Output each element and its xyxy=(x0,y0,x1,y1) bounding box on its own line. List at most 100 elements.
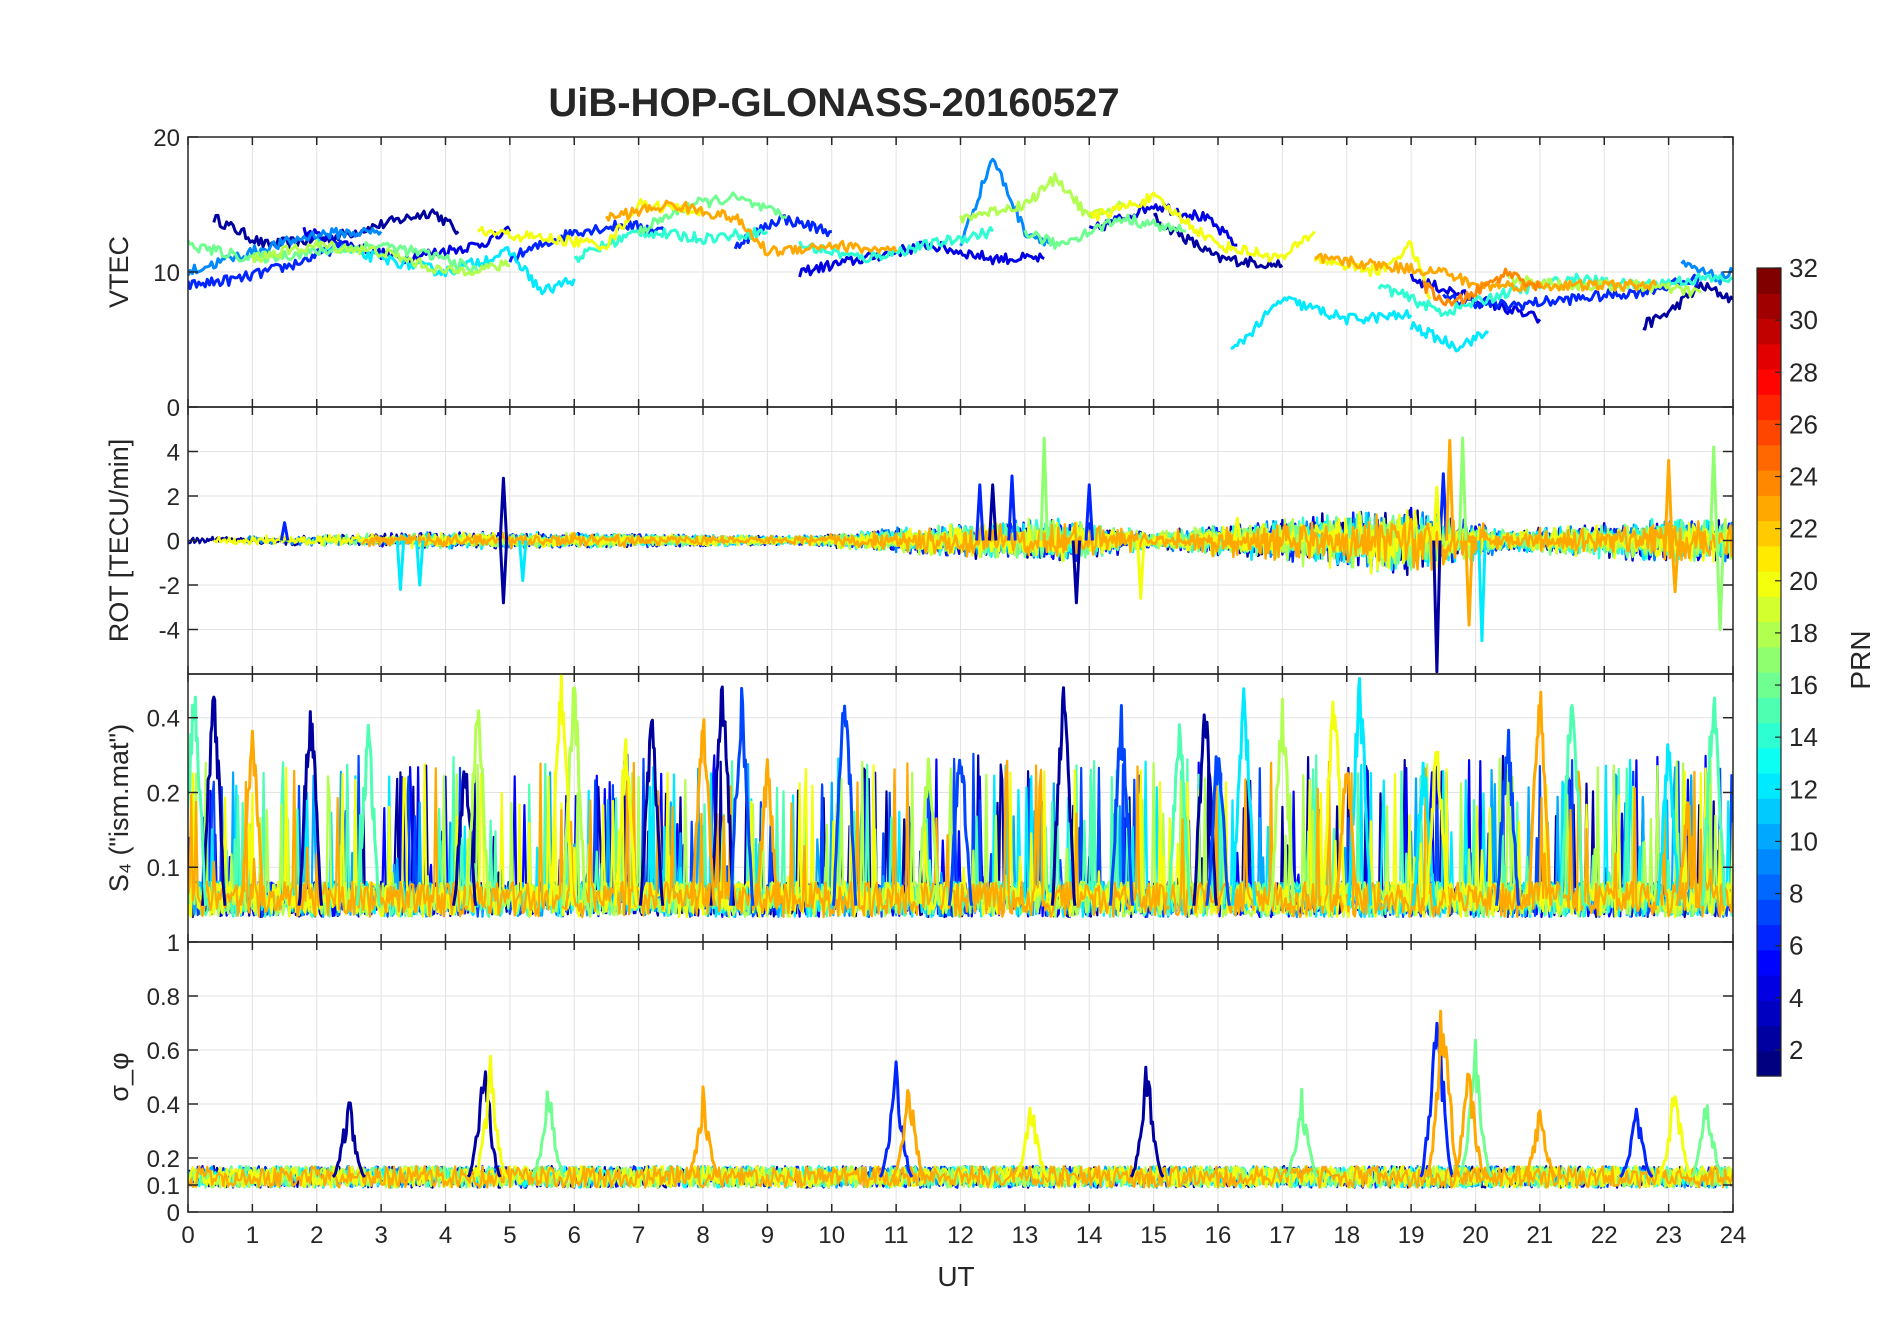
data-vtec xyxy=(188,157,1733,353)
colorbar-cell xyxy=(1757,646,1781,673)
peak-prn-6 xyxy=(1619,1107,1654,1178)
colorbar-tick-label: 32 xyxy=(1789,253,1818,283)
y-tick-label: 0.1 xyxy=(147,855,180,882)
y-tick-label: 0.6 xyxy=(147,1038,180,1065)
spike-prn-2 xyxy=(1432,540,1442,674)
y-tick-label: 20 xyxy=(153,125,180,152)
colorbar-cell xyxy=(1757,419,1781,446)
peak-prn-23 xyxy=(690,718,716,906)
colorbar-cell xyxy=(1757,596,1781,623)
panel-sigma_phi: 00.10.20.40.60.810 1 2 3 4 5 6 7 8 9 10 11 12 13 14 15 1… xyxy=(104,930,1746,1249)
y-tick-label: 10 xyxy=(153,260,180,287)
colorbar-cell xyxy=(1757,975,1781,1001)
peak-prn-20 xyxy=(473,1054,508,1178)
spike-prn-23 xyxy=(1445,438,1455,541)
spike-prn-12 xyxy=(415,540,425,587)
colorbar-cell xyxy=(1757,697,1781,724)
peak-prn-6 xyxy=(1419,1021,1455,1178)
peak-prn-18 xyxy=(1269,697,1296,906)
colorbar-cell xyxy=(1757,545,1781,572)
spike-prn-20 xyxy=(1136,540,1146,600)
colorbar-cell xyxy=(1757,470,1781,496)
series-line-prn-20 xyxy=(188,763,1733,919)
peak-prn-23 xyxy=(1522,1109,1557,1179)
y-tick-label: -4 xyxy=(159,618,180,645)
peak-prn-15 xyxy=(188,695,208,906)
x-tick-label: 1 xyxy=(246,1222,259,1249)
peak-prn-2 xyxy=(201,695,227,906)
peak-prn-7 xyxy=(1108,704,1135,906)
x-tick-label: 16 xyxy=(1205,1222,1232,1249)
colorbar-tick-label: 24 xyxy=(1789,462,1818,492)
spike-prn-12 xyxy=(1477,540,1487,643)
colorbar-cell xyxy=(1757,1025,1781,1052)
peak-prn-18 xyxy=(561,686,587,906)
colorbar-cell xyxy=(1757,798,1781,825)
x-tick-label: 24 xyxy=(1720,1222,1747,1249)
peak-prn-7 xyxy=(947,758,974,906)
data-s4 xyxy=(188,674,1733,919)
x-tick-label: 3 xyxy=(374,1222,387,1249)
spike-prn-2 xyxy=(498,476,509,541)
y-axis-label-sigma_phi: σ_φ xyxy=(104,1052,134,1101)
peak-prn-23 xyxy=(891,1089,927,1178)
panel-rot: -4 -2 0 2 4 ROT [TECU/min] xyxy=(104,406,1734,675)
data-rot xyxy=(188,436,1733,674)
colorbar-cell xyxy=(1757,343,1781,370)
peak-prn-23 xyxy=(1451,1072,1487,1178)
colorbar-tick-label: 12 xyxy=(1789,774,1818,804)
series-line-prn-14 xyxy=(573,226,769,264)
colorbar-cell xyxy=(1757,1050,1781,1077)
peak-prn-16 xyxy=(531,1090,566,1178)
spike-prn-12 xyxy=(518,540,528,583)
peak-prn-7 xyxy=(1205,755,1231,906)
series-line-prn-2 xyxy=(1642,281,1733,331)
y-tick-label: 0.1 xyxy=(147,1173,180,1200)
colorbar-tick-label: 8 xyxy=(1789,879,1803,909)
spike-prn-23 xyxy=(1670,540,1680,594)
colorbar-cell xyxy=(1757,495,1781,522)
peak-prn-23 xyxy=(1334,772,1360,906)
spike-prn-2 xyxy=(1071,540,1082,605)
spike-prn-6 xyxy=(279,521,290,541)
colorbar-tick-label: 16 xyxy=(1789,670,1818,700)
series-line-prn-24 xyxy=(1422,267,1542,307)
x-tick-label: 9 xyxy=(761,1222,774,1249)
colorbar-tick-label: 14 xyxy=(1789,722,1818,752)
spike-prn-23 xyxy=(1663,458,1674,541)
peak-prn-2 xyxy=(638,718,665,906)
peak-prn-7 xyxy=(831,704,858,906)
series-line-prn-12 xyxy=(1230,295,1413,351)
series-line-prn-23 xyxy=(361,513,1733,571)
series-line-prn-23 xyxy=(188,1164,1733,1189)
x-tick-label: 10 xyxy=(818,1222,845,1249)
x-tick-label: 0 xyxy=(181,1222,194,1249)
data-sigma_phi xyxy=(188,1009,1733,1189)
colorbar-cell xyxy=(1757,823,1781,850)
peak-prn-15 xyxy=(1559,704,1585,906)
colorbar-frame xyxy=(1756,267,1782,1077)
y-tick-label: 1 xyxy=(167,930,180,957)
y-axis-label-vtec: VTEC xyxy=(104,236,134,308)
peak-prn-2 xyxy=(452,770,478,907)
peak-prn-12 xyxy=(1655,743,1682,906)
colorbar-tick-label: 6 xyxy=(1789,931,1803,961)
peak-prn-20 xyxy=(1657,1095,1693,1178)
x-tick-label: 2 xyxy=(310,1222,323,1249)
colorbar-cell xyxy=(1757,293,1781,320)
peak-prn-2 xyxy=(466,1070,502,1178)
series-line-prn-16 xyxy=(637,191,788,235)
y-axis-label-s4: S₄ ("ism.mat") xyxy=(104,724,134,892)
x-tick-label: 20 xyxy=(1462,1222,1489,1249)
peak-prn-23 xyxy=(239,729,266,906)
x-tick-label: 13 xyxy=(1012,1222,1039,1249)
peak-prn-16 xyxy=(1690,1104,1725,1179)
spike-prn-6 xyxy=(1007,474,1017,541)
x-tick-label: 14 xyxy=(1076,1222,1103,1249)
colorbar-cell xyxy=(1757,848,1781,875)
series-line-prn-14 xyxy=(1377,272,1733,318)
x-tick-label: 22 xyxy=(1591,1222,1618,1249)
peak-prn-12 xyxy=(1411,761,1437,907)
